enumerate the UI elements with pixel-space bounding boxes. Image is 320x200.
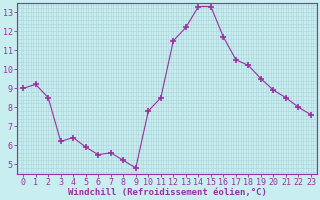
X-axis label: Windchill (Refroidissement éolien,°C): Windchill (Refroidissement éolien,°C) — [68, 188, 267, 197]
